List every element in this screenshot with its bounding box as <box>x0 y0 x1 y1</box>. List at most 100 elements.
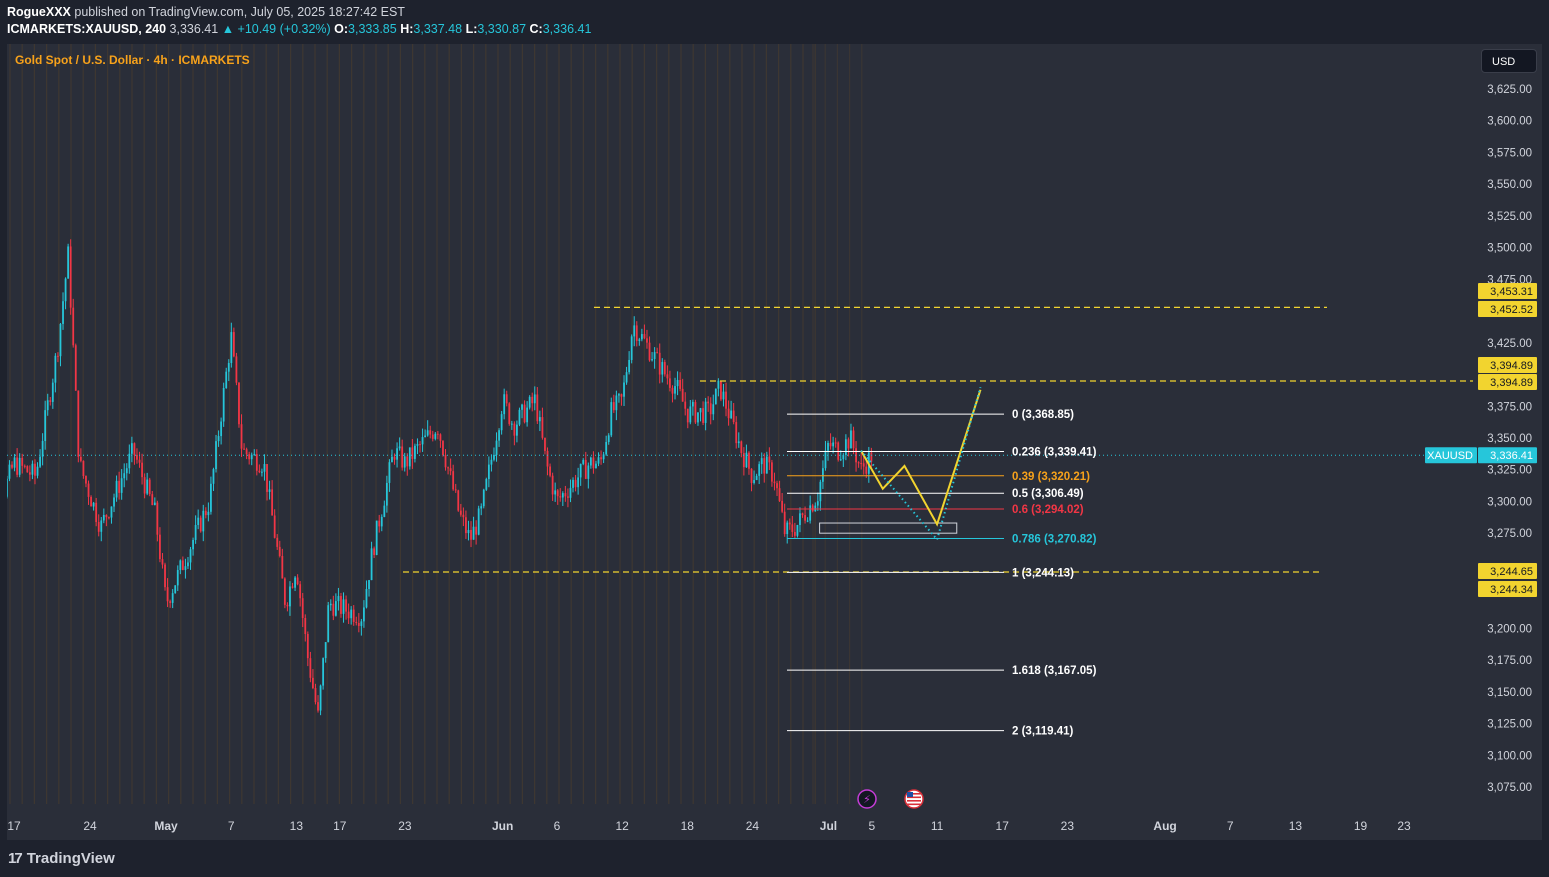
candle-body <box>490 459 493 465</box>
candle-body <box>773 481 776 484</box>
candle-down <box>444 449 447 471</box>
candle-body <box>809 505 812 521</box>
candle-body <box>615 395 618 411</box>
candle-body <box>102 514 105 521</box>
candle-body <box>640 334 643 340</box>
candle-down <box>791 515 794 538</box>
zone-box <box>819 522 958 534</box>
chart-area[interactable]: 3,625.00 3,600.00 3,575.00 3,550.00 3,525.00… <box>7 44 1542 840</box>
candle-up <box>146 472 149 496</box>
candle-down <box>340 592 342 618</box>
candle-body <box>130 443 133 454</box>
candle-down <box>16 448 19 478</box>
candle-down <box>681 378 684 402</box>
tradingview-logo[interactable]: 17 TradingView <box>8 850 115 867</box>
candle-up <box>487 456 490 488</box>
symbol-tag-text: XAUUSD <box>1427 450 1473 462</box>
change-text: ▲ +10.49 (+0.32%) <box>221 22 331 36</box>
candle-down <box>544 437 546 455</box>
candle-body <box>814 505 817 512</box>
candle-up <box>832 436 835 454</box>
candle-body <box>238 382 240 425</box>
candle-down <box>536 387 539 425</box>
candle-body <box>816 501 819 506</box>
candle-up <box>365 580 368 609</box>
candle-down <box>204 507 207 519</box>
candle-down <box>709 397 712 425</box>
candle-body <box>495 440 498 455</box>
candle-down <box>312 669 314 690</box>
candle-body <box>357 622 360 626</box>
candle-up <box>253 449 256 456</box>
candle-body <box>796 524 799 536</box>
chart-svg[interactable]: 3,625.00 3,600.00 3,575.00 3,550.00 3,525.00… <box>7 44 1542 840</box>
time-tick-label: 5 <box>869 819 876 833</box>
candle-body <box>482 489 485 507</box>
candle-body <box>727 408 730 419</box>
last-price-text: 3,336.41 <box>169 22 219 36</box>
candle-body <box>689 406 692 423</box>
candle-body <box>291 586 294 588</box>
candle-up <box>426 420 429 437</box>
candle-down <box>82 460 85 479</box>
time-tick-label: 13 <box>1289 819 1303 833</box>
candle-body <box>403 456 406 468</box>
candle-body <box>87 483 90 497</box>
candle-body <box>54 355 57 383</box>
candle-up <box>215 434 217 473</box>
candle-body <box>378 520 381 527</box>
candle-body <box>839 459 842 461</box>
candle-body <box>258 470 261 473</box>
candle-body <box>465 517 467 534</box>
candle-up <box>638 337 641 346</box>
candle-body <box>735 422 738 444</box>
candle-body <box>646 338 648 343</box>
candle-up <box>125 463 128 481</box>
candle-body <box>776 483 778 489</box>
candle-up <box>113 493 115 513</box>
candle-body <box>528 396 531 408</box>
publisher-name[interactable]: RogueXXX <box>7 5 71 19</box>
candle-body <box>396 448 398 460</box>
candle-down <box>309 651 312 683</box>
candle-body <box>334 601 337 616</box>
candle-body <box>753 480 755 483</box>
candle-down <box>523 400 526 424</box>
candle-body <box>801 513 804 516</box>
currency-button[interactable]: USD <box>1481 49 1537 73</box>
candle-down <box>771 459 773 487</box>
candle-body <box>406 456 409 467</box>
candle-up <box>360 618 363 636</box>
candle-body <box>210 483 212 512</box>
candle-body <box>380 516 383 527</box>
candle-body <box>574 479 577 488</box>
time-tick-label: Aug <box>1153 819 1176 833</box>
candle-down <box>419 441 421 453</box>
candle-body <box>567 496 569 498</box>
price-tick-label: 3,150.00 <box>1487 687 1532 699</box>
candle-body <box>373 548 376 555</box>
candle-body <box>181 560 184 570</box>
candle-down <box>161 553 164 569</box>
candle-up <box>396 442 398 468</box>
candle-up <box>327 601 330 643</box>
candle-down <box>169 599 172 608</box>
candle-body <box>74 345 77 391</box>
candle-body <box>740 441 743 454</box>
candle-body <box>345 599 347 612</box>
candle-up <box>123 463 126 488</box>
candle-down <box>439 433 442 448</box>
candle-down <box>72 298 75 348</box>
candle-down <box>447 466 449 475</box>
candle-body <box>255 454 258 471</box>
candle-up <box>120 469 123 500</box>
candle-body <box>436 433 439 435</box>
candle-up <box>13 453 16 472</box>
candle-up <box>799 507 801 533</box>
candle-body <box>671 387 674 394</box>
candle-down <box>852 426 855 455</box>
time-tick-label: 17 <box>7 819 21 833</box>
candle-up <box>184 558 187 579</box>
candle-down <box>773 472 776 491</box>
time-tick-label: 12 <box>615 819 629 833</box>
